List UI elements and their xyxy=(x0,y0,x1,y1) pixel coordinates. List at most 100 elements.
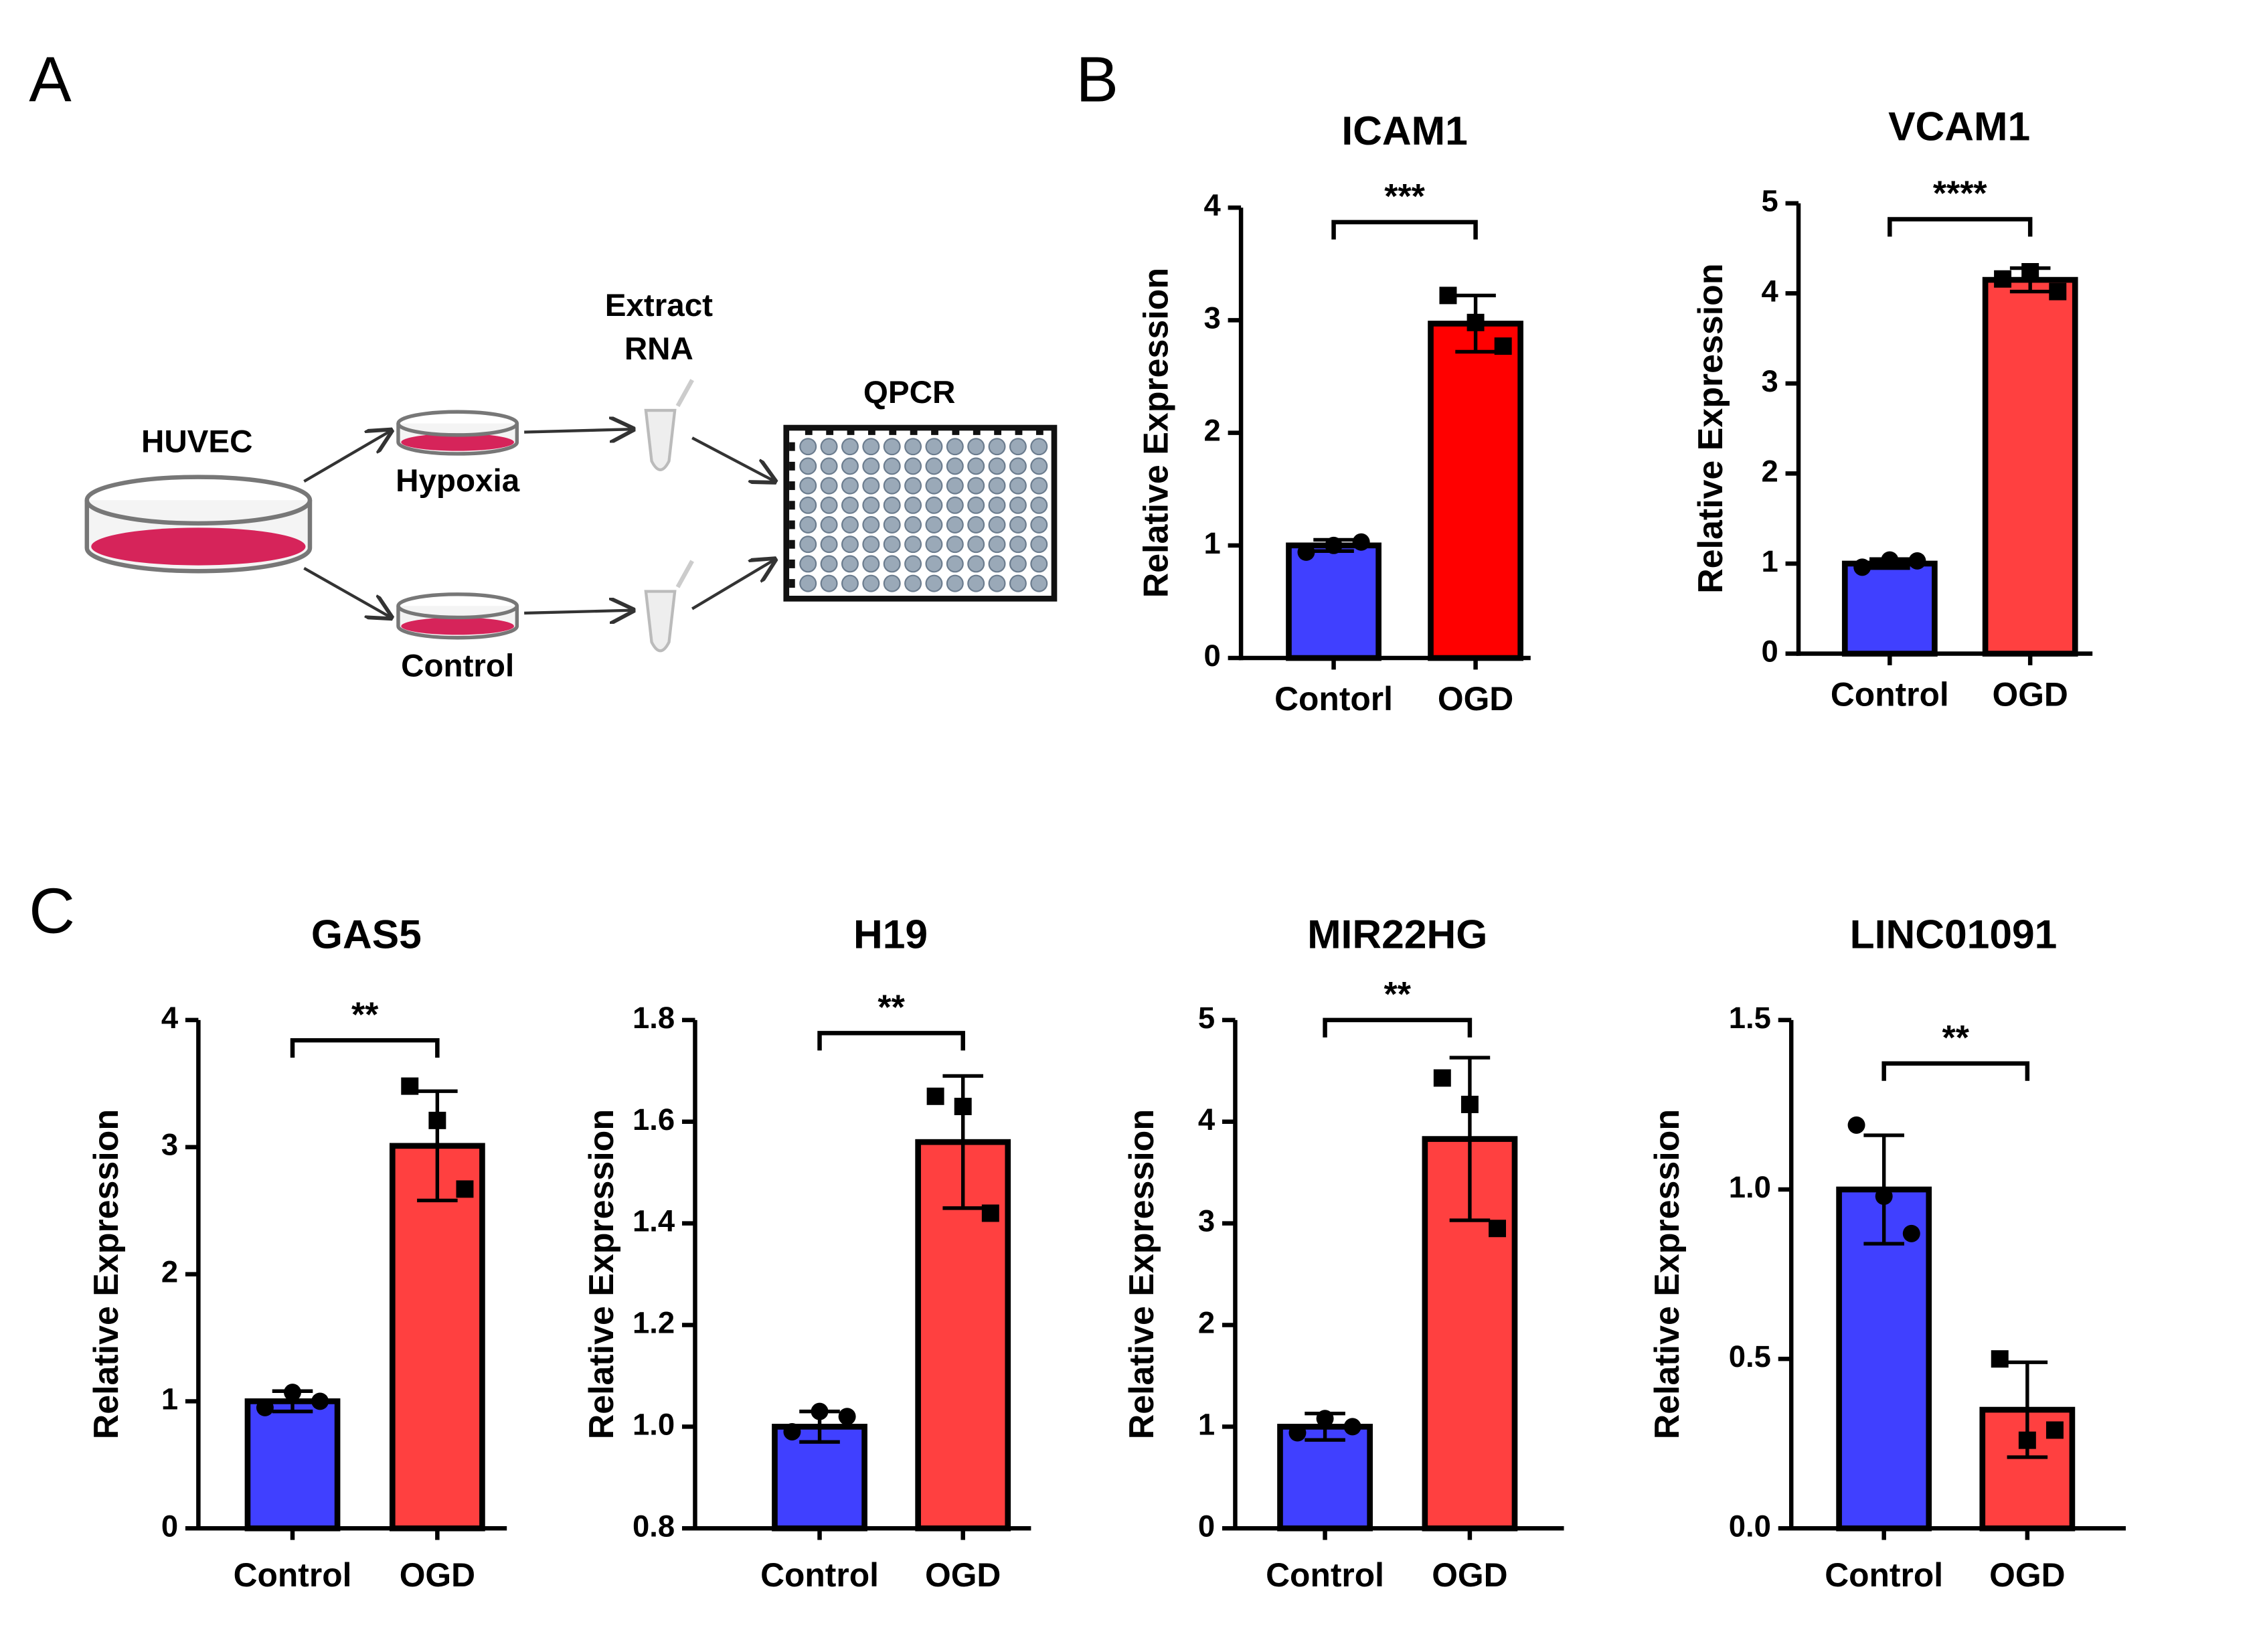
well xyxy=(967,555,985,573)
well xyxy=(862,574,880,592)
well xyxy=(925,574,943,592)
well xyxy=(883,535,901,554)
diagram-label: QPCR xyxy=(863,375,955,410)
well xyxy=(1009,438,1027,456)
significance-bracket xyxy=(1331,220,1478,240)
arrow xyxy=(691,560,774,610)
row-marker xyxy=(789,442,795,451)
diagram: HUVEC Hypoxia Control Extract RNA QPCR xyxy=(84,288,1058,684)
panel-label: C xyxy=(29,876,75,946)
well xyxy=(967,574,985,592)
x-tick-label: OGD xyxy=(1438,680,1513,718)
well xyxy=(946,555,964,573)
x-tick-label: OGD xyxy=(1989,1556,2065,1594)
significance-label: *** xyxy=(1384,177,1425,216)
y-tick-label: 1 xyxy=(161,1382,178,1416)
x-tick-label: Control xyxy=(1266,1556,1384,1594)
data-point xyxy=(1288,1424,1307,1442)
y-tick-label: 3 xyxy=(161,1128,178,1162)
y-axis-label: Relative Expression xyxy=(1137,268,1175,598)
well xyxy=(799,438,817,456)
data-point xyxy=(2049,282,2067,301)
data-point xyxy=(456,1180,474,1198)
well xyxy=(967,516,985,533)
bar xyxy=(1841,560,1938,657)
well xyxy=(1030,457,1048,475)
significance-bracket xyxy=(1881,1061,2030,1081)
data-point xyxy=(838,1408,856,1426)
arrow xyxy=(524,610,633,613)
y-tick-label: 5 xyxy=(1198,1001,1215,1035)
arrow xyxy=(303,430,391,483)
well xyxy=(820,477,838,495)
data-point xyxy=(1875,1187,1893,1206)
well xyxy=(946,457,964,475)
y-tick-label: 2 xyxy=(1204,414,1221,448)
medium xyxy=(91,527,306,566)
chart: LINC01091 Relative Expression 0.0 0.5 1.0 1.5… xyxy=(1648,912,2126,1594)
data-point xyxy=(926,1087,944,1105)
well xyxy=(862,477,880,495)
well xyxy=(925,438,943,456)
significance-label: ** xyxy=(351,995,379,1034)
well xyxy=(841,438,859,456)
arrow xyxy=(524,429,633,432)
x-tick-label: OGD xyxy=(1993,676,2068,714)
significance-bracket xyxy=(1323,1017,1473,1038)
well xyxy=(988,438,1006,456)
y-tick-label: 4 xyxy=(1198,1102,1216,1137)
well xyxy=(1009,477,1027,495)
x-tick-label: Control xyxy=(1825,1556,1943,1594)
well xyxy=(862,438,880,456)
tube xyxy=(644,590,677,653)
y-tick-label: 4 xyxy=(1761,274,1778,308)
well xyxy=(946,535,964,554)
data-point xyxy=(256,1398,274,1416)
medium xyxy=(401,433,515,451)
tube xyxy=(644,408,677,471)
well xyxy=(988,496,1006,514)
error-bar xyxy=(1449,1056,1491,1222)
diagram-label: HUVEC xyxy=(141,424,253,459)
well xyxy=(841,574,859,592)
data-point xyxy=(1994,270,2012,288)
well xyxy=(904,516,922,533)
bar xyxy=(1277,1424,1373,1532)
well xyxy=(799,555,817,573)
dish-rim xyxy=(396,592,519,620)
well xyxy=(1030,477,1048,495)
y-tick-label: 1.0 xyxy=(633,1407,675,1441)
data-point xyxy=(1467,313,1485,331)
well xyxy=(1009,574,1027,592)
y-tick-label: 0 xyxy=(1204,639,1221,673)
arrow xyxy=(691,436,774,481)
well xyxy=(967,496,985,514)
well xyxy=(1009,535,1027,554)
row-marker xyxy=(789,540,795,549)
well xyxy=(925,496,943,514)
data-point xyxy=(1991,1350,2009,1368)
y-tick-label: 2 xyxy=(1198,1306,1215,1340)
well xyxy=(841,496,859,514)
x-tick-label: Control xyxy=(1831,676,1949,714)
data-point xyxy=(1881,551,1899,569)
col-marker xyxy=(826,429,834,435)
panel-label: A xyxy=(29,44,72,115)
significance-bracket xyxy=(1888,217,2033,237)
well xyxy=(967,438,985,456)
well xyxy=(820,574,838,592)
significance-label: ** xyxy=(1942,1019,1970,1058)
well xyxy=(799,516,817,533)
y-tick-label: 1.6 xyxy=(633,1102,675,1137)
well xyxy=(862,555,880,573)
chart: H19 Relative Expression 0.8 1.0 1.2 1.4 1.6 1.8… xyxy=(582,912,1031,1594)
well xyxy=(841,555,859,573)
y-axis-label: Relative Expression xyxy=(87,1109,126,1439)
well xyxy=(988,574,1006,592)
chart-title: MIR22HG xyxy=(1307,912,1487,957)
y-tick-label: 3 xyxy=(1761,364,1778,398)
dish-rim xyxy=(396,410,519,437)
well xyxy=(967,477,985,495)
data-point xyxy=(811,1402,829,1420)
